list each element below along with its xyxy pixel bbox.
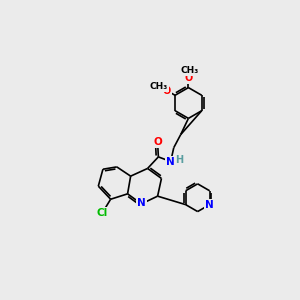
Text: O: O bbox=[153, 137, 162, 147]
Text: N: N bbox=[166, 157, 174, 166]
Text: N: N bbox=[137, 198, 146, 208]
Text: N: N bbox=[205, 200, 214, 210]
Text: CH₃: CH₃ bbox=[180, 66, 198, 75]
Text: O: O bbox=[184, 73, 193, 83]
Text: CH₃: CH₃ bbox=[150, 82, 168, 91]
Text: Cl: Cl bbox=[97, 208, 108, 218]
Text: H: H bbox=[175, 155, 183, 165]
Text: O: O bbox=[163, 86, 171, 96]
